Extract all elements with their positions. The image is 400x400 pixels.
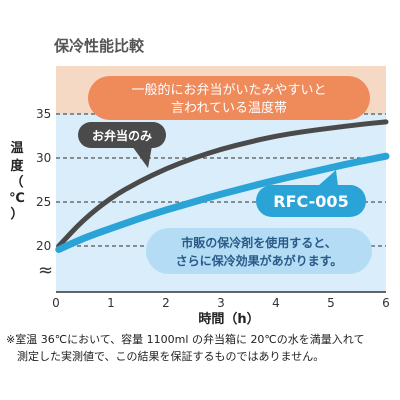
series-lines	[55, 119, 390, 253]
series-label-bento: お弁当のみ	[78, 122, 166, 168]
x-tick-label: 6	[382, 296, 390, 310]
y-axis-label-char: （	[10, 174, 23, 190]
x-tick-label: 4	[272, 296, 280, 310]
x-axis-label: 時間（h）	[198, 311, 259, 327]
x-tick-label: 0	[52, 296, 60, 310]
annotation-line-1: 市販の保冷剤を使用すると、	[181, 235, 337, 250]
series-label-rfc-text: RFC-005	[273, 192, 348, 211]
footnote-line-1: ※室温 36℃において、容量 1100ml の弁当箱に 20℃の水を満量入れて	[6, 332, 364, 346]
y-tick-label: 25	[36, 195, 51, 209]
footnote-line-2: 測定した実測値で、この結果を保証するものではありません。	[6, 349, 324, 363]
series-label-rfc: RFC-005	[256, 170, 366, 217]
series-label-bento-pointer	[132, 146, 152, 168]
y-axis-label-char: ℃	[9, 191, 25, 206]
x-tick-label: 3	[217, 296, 225, 310]
y-axis-label-char: ）	[10, 206, 23, 222]
axis-break-mark: ≈	[38, 260, 53, 281]
band-label-line-1: 一般的にお弁当がいたみやすいと	[131, 82, 326, 98]
y-tick-label: 35	[36, 107, 51, 121]
y-tick-label: 20	[36, 239, 51, 253]
annotation-line-2: さらに保冷効果があがります。	[176, 253, 343, 268]
series-label-bento-bubble	[78, 122, 166, 148]
x-tick-label: 1	[107, 296, 115, 310]
x-tick-label: 2	[162, 296, 170, 310]
y-tick-label: 30	[36, 151, 51, 165]
y-axis-label-char: 度	[10, 158, 24, 174]
chart-title: 保冷性能比較	[53, 37, 145, 55]
x-tick-label: 5	[327, 296, 335, 310]
series-label-rfc-bubble	[256, 185, 366, 217]
axes: ≈20 25 30 35 0 1 2 3 4 5 6	[36, 107, 390, 310]
series-line-rfc	[55, 152, 390, 253]
series-label-bento-text: お弁当のみ	[92, 128, 152, 143]
series-label-rfc-pointer	[318, 170, 338, 186]
annotation-box	[146, 228, 372, 274]
band-callout	[88, 76, 370, 120]
y-axis-label-char: 温	[10, 141, 23, 156]
series-line-bento	[56, 119, 389, 249]
band-label-line-2: 言われている温度帯	[171, 100, 287, 116]
y-axis-label: 温度（℃）	[9, 141, 25, 222]
